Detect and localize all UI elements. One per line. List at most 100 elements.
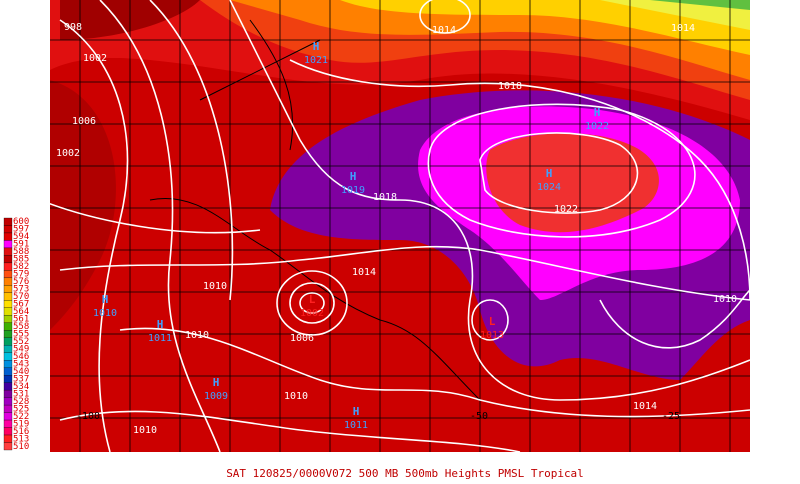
legend-label: 567 (13, 300, 29, 310)
caption: SAT 120825/0000V072 500 MB 500mb Heights… (226, 467, 584, 480)
legend-label: 579 (13, 270, 29, 280)
legend-swatch (3, 389, 13, 398)
legend-swatch (3, 337, 13, 346)
legend-swatch (3, 292, 13, 301)
legend-label: 585 (13, 255, 29, 265)
legend-swatch (3, 345, 13, 353)
pressure-center-value: 1011 (344, 420, 368, 431)
isobars (50, 0, 750, 452)
legend-label: 570 (13, 292, 29, 302)
isobar-label: 1010 (713, 294, 737, 305)
pressure-center-value: 1009 (204, 391, 228, 402)
legend-label: 582 (13, 262, 29, 272)
legend-swatch (3, 247, 13, 256)
legend-swatch (3, 375, 13, 383)
legend-label: 588 (13, 247, 29, 257)
pressure-center-value: 1002 (300, 308, 324, 319)
legend-label: 513 (13, 434, 29, 444)
legend-label: 564 (13, 307, 29, 317)
legend-label: 576 (13, 277, 29, 287)
legend-swatch (3, 232, 13, 241)
pressure-center-value: 1021 (304, 55, 328, 66)
isobar-label: 1014 (633, 401, 657, 412)
isobar-label: 1022 (554, 204, 578, 215)
pressure-center-value: 1010 (93, 308, 117, 319)
legend-swatch (3, 315, 13, 323)
legend-label: 528 (13, 397, 29, 407)
legend-label: 561 (13, 315, 29, 325)
legend-label: 591 (13, 240, 29, 250)
legend-swatch (3, 360, 13, 368)
pressure-center-symbol: H (546, 167, 553, 180)
isobar-label: 1014 (671, 23, 695, 34)
isobar-label: 1018 (498, 81, 522, 92)
legend-swatch (3, 262, 13, 271)
grid (50, 0, 750, 452)
pressure-center-symbol: H (102, 293, 109, 306)
legend-label: 597 (13, 225, 29, 235)
legend-swatch (3, 255, 13, 264)
legend-swatch (3, 277, 13, 286)
legend-swatch (3, 240, 13, 249)
pressure-center-symbol: H (350, 170, 357, 183)
legend-swatch (3, 330, 13, 338)
pressure-center-value: 1024 (537, 182, 561, 193)
map-labels: H 1021 H 1022 H 1024 H 1019 H 1010 H 1011 H 1009 H 1011… (56, 22, 737, 436)
legend-label: 510 (13, 442, 29, 452)
legend-label: 549 (13, 344, 29, 354)
legend-label: 531 (13, 389, 29, 399)
pressure-center-symbol: L (309, 293, 316, 306)
legend-label: 543 (13, 359, 29, 369)
pressure-center-value: 1011 (148, 333, 172, 344)
legend-label: 555 (13, 330, 29, 340)
longitude-label: -50 (470, 411, 488, 422)
pressure-center-symbol: L (489, 315, 496, 328)
isobar-label: 1010 (284, 391, 308, 402)
longitude-label: -25 (662, 411, 680, 422)
pressure-center-value: 1013 (480, 330, 504, 341)
isobar-label: 1014 (352, 267, 376, 278)
legend-label: 558 (13, 322, 29, 332)
legend: 6005975945915885855825795765735705675645… (3, 217, 29, 452)
legend-swatch (3, 367, 13, 376)
legend-swatch (3, 225, 13, 234)
isobar-label: 998 (64, 22, 82, 33)
pressure-center-symbol: H (594, 106, 601, 119)
legend-label: 600 (13, 217, 29, 227)
pressure-center-value: 1019 (341, 185, 365, 196)
legend-swatch (3, 270, 13, 279)
legend-swatch (3, 397, 13, 406)
legend-label: 537 (13, 374, 29, 384)
map-field (50, 0, 750, 452)
legend-label: 516 (13, 427, 29, 437)
legend-label: 525 (13, 404, 29, 414)
pressure-center-symbol: H (213, 376, 220, 389)
longitude-label: -100 (76, 411, 100, 422)
isobar-label: 1010 (133, 425, 157, 436)
pressure-center-symbol: H (313, 40, 320, 53)
legend-swatch (3, 382, 13, 391)
legend-swatch (3, 434, 13, 443)
legend-label: 546 (13, 352, 29, 362)
legend-swatch (3, 419, 13, 428)
legend-label: 519 (13, 419, 29, 429)
legend-swatch (3, 442, 13, 451)
legend-label: 540 (13, 367, 29, 377)
legend-label: 534 (13, 382, 29, 392)
legend-label: 522 (13, 412, 29, 422)
legend-swatch (3, 427, 13, 436)
isobar-label: 1002 (83, 53, 107, 64)
isobar-label: 1010 (185, 330, 209, 341)
legend-label: 594 (13, 232, 29, 242)
isobar-label: 1018 (373, 192, 397, 203)
legend-swatch (3, 300, 13, 308)
isobar-label: 1014 (432, 25, 456, 36)
pressure-center-symbol: H (157, 318, 164, 331)
legend-label: 573 (13, 285, 29, 295)
legend-swatch (3, 285, 13, 293)
legend-swatch (3, 307, 13, 316)
isobar-label: 1010 (203, 281, 227, 292)
legend-swatch (3, 412, 13, 421)
isobar-label: 1006 (72, 116, 96, 127)
